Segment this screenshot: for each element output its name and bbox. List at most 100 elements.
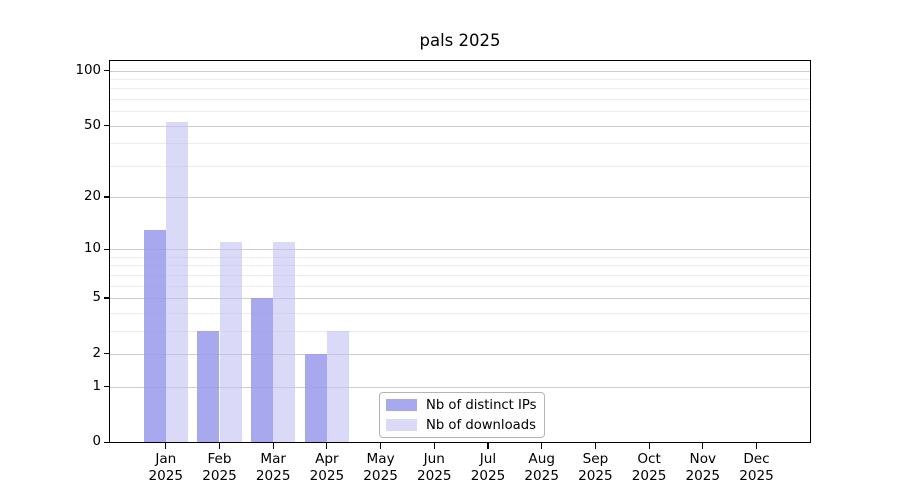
x-tick-year-text: 2025: [363, 468, 398, 484]
bar-downloads-apr: [326, 330, 350, 444]
y-gridline-minor-8: [110, 265, 810, 267]
x-tick-year-text: 2025: [255, 468, 291, 484]
y-tick-20: [104, 196, 110, 198]
x-tick-year-text: 2025: [202, 468, 237, 484]
y-tick-2: [104, 353, 110, 355]
x-tick-month-text: Sep: [582, 451, 609, 467]
bar-distinct-ips-jan: [143, 229, 166, 444]
x-tick-year-text: 2025: [148, 468, 184, 484]
bar-distinct-ips-mar: [250, 298, 274, 444]
y-tick-5: [104, 297, 110, 299]
y-tick-label-20: 20: [83, 189, 101, 204]
x-tick-label-nov: Nov 2025: [663, 451, 743, 485]
x-tick-label-dec: Dec 2025: [717, 451, 797, 485]
y-gridline-minor-80: [110, 88, 810, 90]
x-tick-label-oct: Oct 2025: [609, 451, 689, 485]
x-tick-label-jun: Jun 2025: [394, 451, 474, 485]
y-gridline-minor-3: [110, 330, 810, 332]
x-tick-month-text: Nov: [689, 451, 717, 467]
x-tick-month-text: May: [366, 451, 395, 467]
x-tick-year-text: 2025: [524, 468, 559, 484]
legend-label-distinct-ips: Nb of distinct IPs: [426, 397, 537, 413]
x-tick-year-text: 2025: [631, 468, 667, 484]
x-tick-month-text: Aug: [528, 451, 555, 467]
x-tick-month-text: Jul: [479, 451, 497, 467]
x-tick-label-jul: Jul 2025: [448, 451, 528, 485]
y-gridline-minor-7: [110, 274, 810, 276]
y-tick-100: [104, 69, 110, 72]
y-tick-label-50: 50: [83, 117, 101, 133]
y-tick-0: [104, 441, 110, 443]
y-gridline-minor-90: [110, 78, 810, 80]
x-tick-mar: [272, 443, 274, 449]
y-gridline-major-50: [110, 125, 810, 127]
x-tick-sep: [594, 443, 596, 449]
x-tick-month-text: Jan: [155, 451, 177, 467]
bar-downloads-jan: [165, 122, 189, 444]
x-tick-label-jan: Jan 2025: [126, 451, 206, 485]
y-tick-label-1: 1: [92, 378, 101, 394]
legend-swatch-distinct-ips: [386, 399, 417, 411]
y-gridline-major-5: [110, 298, 810, 299]
x-tick-year-text: 2025: [470, 468, 506, 484]
x-tick-nov: [702, 443, 704, 449]
y-tick-label-100: 100: [75, 62, 101, 78]
x-tick-label-sep: Sep 2025: [555, 451, 635, 485]
x-tick-month-text: Oct: [637, 451, 661, 467]
y-tick-label-0: 0: [92, 434, 101, 450]
y-gridline-minor-60: [110, 111, 810, 113]
x-tick-year-text: 2025: [416, 468, 452, 484]
y-gridline-major-20: [110, 197, 810, 198]
y-gridline-major-2: [110, 353, 810, 355]
y-gridline-major-100: [110, 70, 810, 72]
bar-distinct-ips-feb: [197, 330, 220, 444]
bar-distinct-ips-apr: [304, 353, 327, 444]
x-tick-year-text: 2025: [309, 468, 345, 484]
x-tick-may: [380, 443, 382, 449]
x-tick-jun: [433, 443, 435, 449]
x-tick-year-text: 2025: [739, 468, 774, 484]
x-tick-month-text: Apr: [315, 451, 339, 467]
y-gridline-minor-70: [110, 98, 810, 100]
x-tick-month-text: Feb: [207, 451, 232, 467]
x-tick-month-text: Dec: [743, 451, 770, 467]
bar-downloads-mar: [273, 242, 296, 444]
x-tick-label-feb: Feb 2025: [180, 451, 260, 485]
legend: Nb of distinct IPs Nb of downloads: [379, 392, 545, 438]
y-tick-50: [104, 124, 110, 127]
legend-row-distinct-ips: Nb of distinct IPs: [386, 397, 544, 413]
x-tick-label-aug: Aug 2025: [502, 451, 582, 485]
y-gridline-minor-4: [110, 312, 810, 314]
y-gridline-major-1: [110, 386, 810, 388]
x-tick-year-text: 2025: [578, 468, 613, 484]
x-tick-year-text: 2025: [685, 468, 721, 484]
y-gridline-minor-9: [110, 256, 810, 258]
x-tick-jan: [165, 443, 167, 449]
y-tick-label-10: 10: [83, 241, 101, 257]
x-tick-label-may: May 2025: [341, 451, 421, 485]
x-tick-jul: [487, 443, 489, 449]
x-tick-month-text: Jun: [423, 451, 445, 467]
y-gridline-minor-40: [110, 143, 810, 145]
x-tick-oct: [648, 443, 650, 449]
y-tick-label-5: 5: [92, 290, 101, 305]
chart-title: pals 2025: [419, 31, 501, 50]
y-gridline-minor-30: [110, 165, 810, 167]
legend-label-downloads: Nb of downloads: [426, 417, 536, 433]
x-tick-label-mar: Mar 2025: [233, 451, 313, 485]
y-gridline-major-10: [110, 249, 810, 251]
y-tick-10: [104, 248, 110, 250]
x-tick-label-apr: Apr 2025: [287, 451, 367, 485]
x-tick-month-text: Mar: [260, 451, 287, 467]
y-tick-label-2: 2: [92, 345, 101, 361]
y-tick-1: [104, 385, 110, 388]
x-tick-aug: [541, 443, 543, 449]
x-tick-apr: [326, 443, 328, 449]
bar-downloads-feb: [219, 242, 242, 444]
y-gridline-minor-6: [110, 285, 810, 287]
legend-row-downloads: Nb of downloads: [386, 417, 544, 433]
legend-swatch-downloads: [386, 419, 417, 431]
x-tick-feb: [218, 443, 221, 449]
x-tick-dec: [755, 443, 758, 449]
